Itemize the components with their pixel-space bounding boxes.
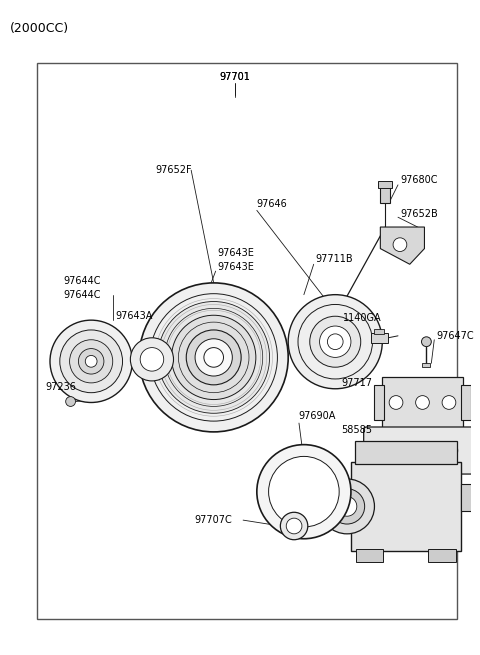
Circle shape <box>257 445 351 539</box>
Text: 97701: 97701 <box>220 72 251 82</box>
Circle shape <box>413 443 428 458</box>
Circle shape <box>384 443 399 458</box>
Circle shape <box>269 457 339 527</box>
Circle shape <box>85 356 97 367</box>
Circle shape <box>139 283 288 432</box>
Circle shape <box>204 348 224 367</box>
Text: 97643E: 97643E <box>217 248 254 259</box>
Bar <box>371 333 388 343</box>
Text: 97644C: 97644C <box>64 276 101 286</box>
Bar <box>333 482 353 512</box>
Text: 58585: 58585 <box>341 425 372 435</box>
Text: 97711B: 97711B <box>316 254 353 265</box>
Bar <box>37 64 457 619</box>
Text: 97644C: 97644C <box>64 290 101 299</box>
Bar <box>461 484 480 512</box>
Circle shape <box>442 396 456 409</box>
Bar <box>382 377 463 428</box>
Circle shape <box>288 295 382 389</box>
Bar <box>374 385 384 420</box>
Text: 97646: 97646 <box>257 200 288 210</box>
Circle shape <box>50 320 132 402</box>
Text: 97690A: 97690A <box>298 411 336 421</box>
Circle shape <box>442 443 458 458</box>
Bar <box>378 181 392 188</box>
Bar <box>351 462 461 550</box>
Text: 97236: 97236 <box>45 382 76 392</box>
Bar <box>355 441 457 464</box>
Circle shape <box>389 396 403 409</box>
Text: 97652F: 97652F <box>155 165 192 175</box>
Text: (2000CC): (2000CC) <box>10 22 69 35</box>
Circle shape <box>70 340 113 383</box>
Text: 97717: 97717 <box>341 378 372 388</box>
Polygon shape <box>380 227 424 264</box>
Bar <box>422 364 431 367</box>
Text: 97643A: 97643A <box>116 311 153 321</box>
Circle shape <box>337 496 357 516</box>
Circle shape <box>131 338 173 381</box>
Text: 97680C: 97680C <box>400 175 437 185</box>
Text: 97647C: 97647C <box>436 331 474 341</box>
Circle shape <box>158 301 270 413</box>
Circle shape <box>140 348 164 371</box>
FancyBboxPatch shape <box>364 427 478 474</box>
Text: 1140GA: 1140GA <box>343 313 382 323</box>
Circle shape <box>186 330 241 385</box>
Text: 97707C: 97707C <box>194 515 232 525</box>
Bar <box>461 385 470 420</box>
Circle shape <box>393 238 407 252</box>
Circle shape <box>310 316 361 367</box>
Circle shape <box>286 518 302 534</box>
Circle shape <box>171 315 256 400</box>
Circle shape <box>195 339 232 376</box>
Text: 97643E: 97643E <box>217 262 254 272</box>
Circle shape <box>329 489 365 524</box>
Circle shape <box>416 396 429 409</box>
Circle shape <box>66 397 75 406</box>
Circle shape <box>320 326 351 358</box>
Circle shape <box>421 337 432 346</box>
Circle shape <box>327 334 343 350</box>
Circle shape <box>60 330 122 393</box>
Text: 97652B: 97652B <box>400 210 438 219</box>
Bar <box>356 548 384 562</box>
Circle shape <box>78 348 104 374</box>
Text: 97701: 97701 <box>220 72 251 82</box>
Bar <box>428 548 456 562</box>
Bar <box>374 329 384 334</box>
Bar <box>327 487 335 506</box>
Circle shape <box>320 479 374 534</box>
Bar <box>380 186 390 204</box>
Circle shape <box>280 512 308 540</box>
